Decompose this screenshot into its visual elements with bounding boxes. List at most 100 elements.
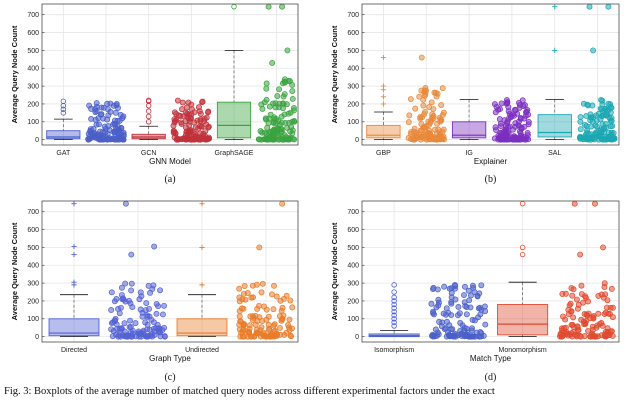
jitter-point (290, 105, 297, 111)
jitter-point (259, 318, 266, 325)
jitter-point (244, 333, 251, 340)
outlier-marker (391, 305, 397, 311)
jitter-point (95, 121, 102, 128)
jitter-point (609, 122, 616, 129)
jitter-point (153, 310, 160, 317)
jitter-point (585, 130, 592, 137)
plot-area (42, 4, 298, 145)
jitter-point (195, 104, 202, 111)
jitter-point (88, 105, 95, 112)
jitter-point (276, 104, 282, 111)
jitter-point (178, 136, 185, 143)
outlier-marker (391, 282, 397, 288)
jitter-point (114, 126, 121, 133)
jitter-point (581, 333, 588, 340)
jitter-point (240, 326, 247, 333)
jitter-point (95, 115, 102, 122)
jitter-point (282, 79, 288, 86)
jitter-point (290, 135, 296, 142)
jitter-point (524, 130, 531, 136)
outlier-marker (391, 319, 397, 326)
jitter-point (448, 285, 455, 292)
jitter-point (504, 99, 511, 106)
jitter-point (273, 293, 280, 300)
jitter-point (420, 124, 427, 131)
jitter-point (474, 293, 481, 300)
jitter-point (236, 313, 243, 320)
jitter-point (598, 291, 605, 298)
jitter-point (155, 303, 162, 310)
y-tick-label: 500 (347, 245, 359, 252)
jitter-point (291, 118, 298, 124)
jitter-point (580, 299, 587, 306)
outlier-marker (71, 201, 77, 207)
jitter-point (562, 324, 569, 331)
jitter-point (601, 280, 608, 287)
jitter-point (285, 110, 292, 117)
jitter-point (259, 280, 266, 287)
jitter-point (463, 325, 470, 332)
jitter-point (183, 104, 190, 111)
axes-frame (361, 3, 620, 146)
jitter-point (471, 289, 478, 295)
y-axis-label: Average Query Node Count (330, 25, 339, 123)
jitter-point (108, 307, 115, 313)
jitter-point (505, 124, 512, 131)
jitter-point (271, 116, 278, 123)
jitter-point (99, 136, 106, 143)
outlier-marker (60, 106, 67, 113)
y-tick-label: 0 (355, 137, 359, 144)
jitter-point (420, 102, 427, 109)
jitter-point (585, 298, 591, 305)
jitter-point (428, 99, 435, 106)
jitter-point (438, 323, 445, 330)
jitter-point (279, 200, 286, 207)
jitter-point (406, 112, 413, 119)
jitter-point (195, 125, 202, 132)
jitter-point (147, 289, 153, 296)
jitter-point (607, 304, 614, 311)
jitter-point (517, 114, 524, 121)
jitter-point (122, 200, 129, 207)
jitter-point (117, 112, 124, 118)
jitter-point (258, 289, 265, 296)
x-tick-label: Monomorphism (499, 347, 547, 354)
jitter-point (256, 136, 263, 143)
jitter-point (499, 135, 506, 142)
jitter-point (434, 329, 441, 336)
jitter-point (578, 282, 585, 289)
jitter-point (194, 117, 201, 124)
jitter-point (136, 296, 143, 303)
y-tick-label: 500 (347, 48, 359, 55)
jitter-point (171, 116, 178, 123)
jitter-point (570, 286, 577, 293)
jitter-point (205, 123, 212, 130)
jitter-point (250, 294, 257, 301)
jitter-point (259, 129, 266, 136)
jitter-point (286, 316, 293, 323)
jitter-point (417, 114, 424, 121)
jitter-point (276, 86, 282, 93)
jitter-point (280, 295, 287, 302)
y-tick-label: 300 (347, 84, 359, 91)
jitter-point (595, 310, 602, 317)
jitter-point (191, 109, 198, 116)
y-tick-label: 200 (27, 101, 39, 108)
y-tick-label: 0 (35, 334, 39, 341)
outlier-marker (380, 101, 387, 107)
jitter-point (493, 103, 500, 110)
jitter-point (434, 286, 441, 293)
jitter-point (569, 292, 576, 299)
jitter-point (101, 123, 108, 130)
jitter-point (144, 321, 151, 328)
jitter-point (497, 129, 504, 136)
jitter-point (605, 3, 612, 10)
outlier-marker (552, 4, 558, 10)
jitter-point (99, 129, 106, 136)
jitter-point (246, 322, 253, 329)
jitter-point (289, 304, 296, 311)
y-tick-label: 600 (347, 227, 359, 234)
jitter-point (128, 280, 135, 287)
jitter-point (266, 103, 273, 110)
outlier-marker (391, 289, 397, 295)
